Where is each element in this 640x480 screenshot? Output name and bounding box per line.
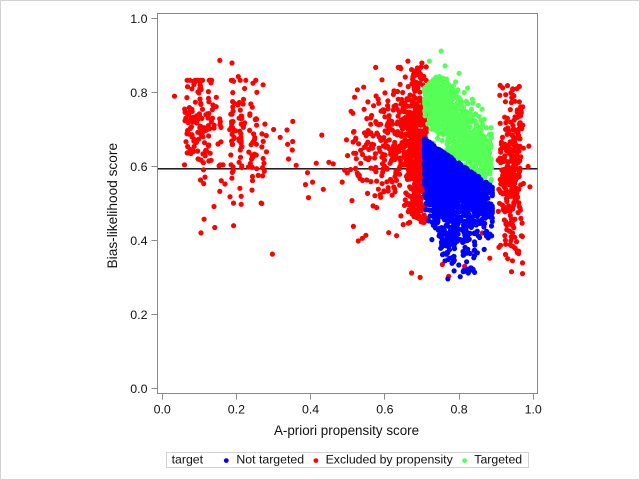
svg-text:Not targeted: Not targeted xyxy=(236,452,304,466)
svg-text:0.6: 0.6 xyxy=(130,160,147,174)
svg-text:1.0: 1.0 xyxy=(130,12,147,26)
svg-text:0.2: 0.2 xyxy=(228,403,245,417)
svg-text:0.8: 0.8 xyxy=(450,403,467,417)
svg-text:Excluded by propensity: Excluded by propensity xyxy=(326,452,454,466)
svg-text:0.4: 0.4 xyxy=(130,234,147,248)
svg-text:Targeted: Targeted xyxy=(474,452,522,466)
svg-text:Bias-likelihood score: Bias-likelihood score xyxy=(105,143,120,269)
svg-text:0.2: 0.2 xyxy=(130,308,147,322)
svg-text:1.0: 1.0 xyxy=(525,403,542,417)
svg-text:0.4: 0.4 xyxy=(302,403,319,417)
svg-text:target: target xyxy=(172,452,204,466)
svg-text:0.0: 0.0 xyxy=(130,382,147,396)
svg-text:0.0: 0.0 xyxy=(154,403,171,417)
svg-text:0.6: 0.6 xyxy=(376,403,393,417)
svg-text:A-priori propensity score: A-priori propensity score xyxy=(274,423,419,438)
svg-text:0.8: 0.8 xyxy=(130,86,147,100)
